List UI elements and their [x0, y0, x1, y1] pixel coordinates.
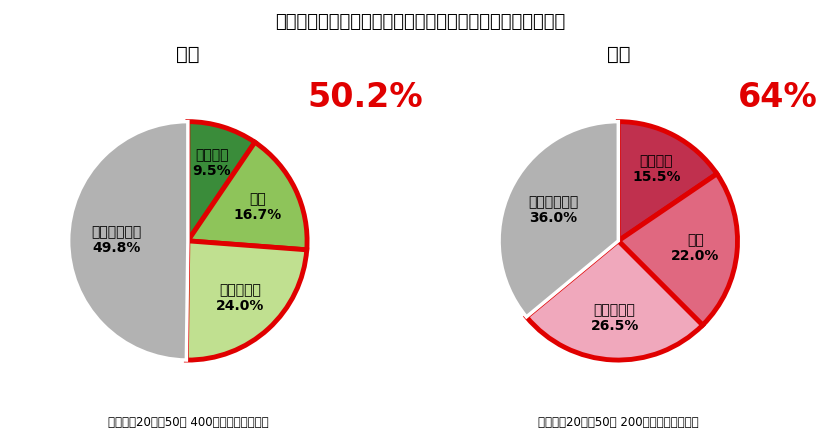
Title: 全体: 全体: [176, 45, 200, 64]
Wedge shape: [69, 122, 188, 360]
Text: 全国男女20代～50代 400名　（単一回答）: 全国男女20代～50代 400名 （単一回答）: [108, 416, 268, 429]
Text: 50.2%: 50.2%: [307, 81, 423, 114]
Text: ある
16.7%: ある 16.7%: [234, 192, 281, 222]
Wedge shape: [618, 174, 738, 325]
Wedge shape: [188, 122, 255, 241]
Wedge shape: [618, 122, 717, 241]
Title: 女性: 女性: [606, 45, 630, 64]
Wedge shape: [527, 241, 702, 360]
Text: 全国女性20代～50代 200名　（単一回答）: 全国女性20代～50代 200名 （単一回答）: [538, 416, 699, 429]
Wedge shape: [188, 142, 307, 250]
Text: よくある
9.5%: よくある 9.5%: [192, 148, 231, 178]
Wedge shape: [499, 122, 618, 317]
Text: たまにある
26.5%: たまにある 26.5%: [591, 303, 639, 333]
Text: 64%: 64%: [738, 81, 817, 114]
Text: ある
22.0%: ある 22.0%: [671, 233, 720, 263]
Text: よくある
15.5%: よくある 15.5%: [632, 154, 680, 184]
Text: 冬は冷えにより便秘になりやすいと感じたことはありますか: 冬は冷えにより便秘になりやすいと感じたことはありますか: [275, 13, 565, 31]
Text: まったくない
49.8%: まったくない 49.8%: [92, 225, 141, 256]
Text: まったくない
36.0%: まったくない 36.0%: [528, 195, 579, 226]
Text: たまにある
24.0%: たまにある 24.0%: [216, 283, 265, 313]
Wedge shape: [186, 241, 307, 360]
